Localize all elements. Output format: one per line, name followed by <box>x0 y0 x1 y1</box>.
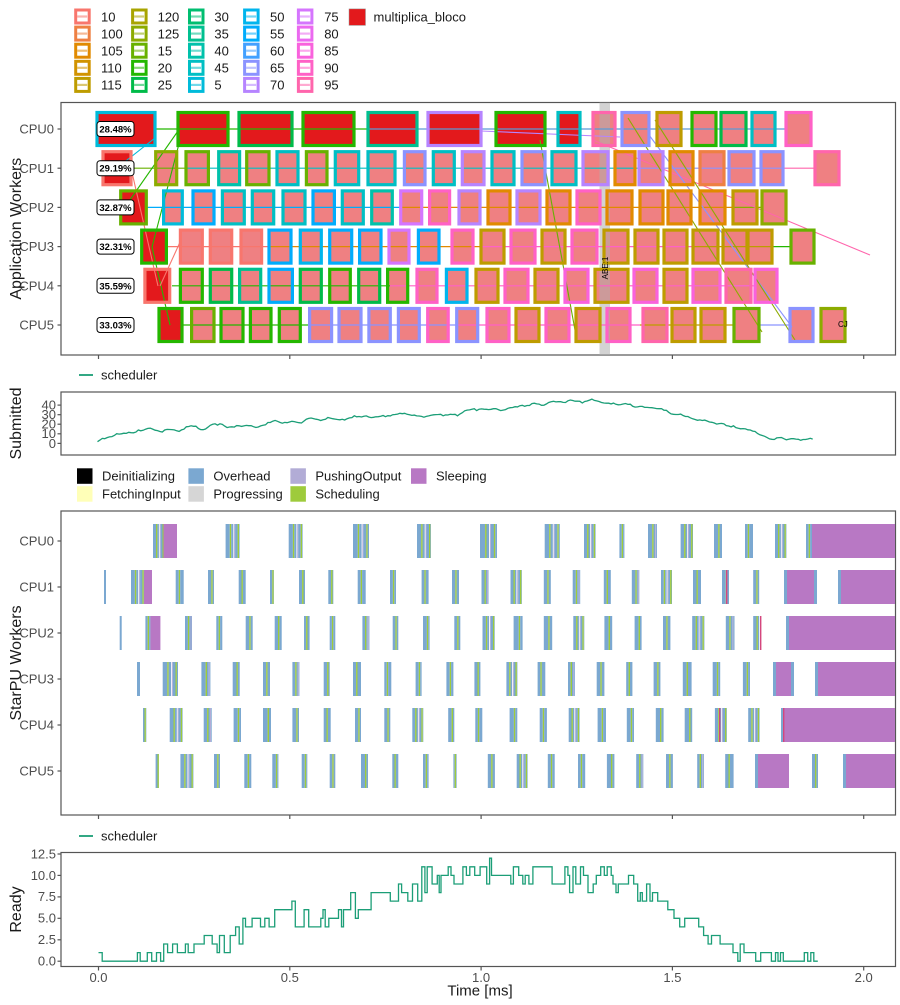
svg-text:50: 50 <box>270 9 284 24</box>
svg-text:StarPU Workers: StarPU Workers <box>8 605 25 720</box>
svg-text:29.19%: 29.19% <box>99 164 132 175</box>
svg-text:30: 30 <box>214 9 228 24</box>
svg-text:2.0: 2.0 <box>855 970 873 985</box>
svg-text:70: 70 <box>270 78 284 93</box>
svg-text:0.5: 0.5 <box>281 970 299 985</box>
svg-text:85: 85 <box>324 44 338 59</box>
svg-text:125: 125 <box>158 26 180 41</box>
svg-text:Overhead: Overhead <box>213 469 270 484</box>
svg-text:40: 40 <box>42 398 56 413</box>
svg-text:CPU5: CPU5 <box>19 764 54 779</box>
svg-text:CJ: CJ <box>838 320 848 329</box>
svg-text:Deinitializing: Deinitializing <box>102 469 175 484</box>
svg-text:35.59%: 35.59% <box>99 281 132 292</box>
svg-text:12.5: 12.5 <box>31 846 56 861</box>
svg-text:110: 110 <box>101 61 122 76</box>
svg-text:scheduler: scheduler <box>101 829 158 844</box>
svg-text:scheduler: scheduler <box>101 368 158 383</box>
svg-text:CPU5: CPU5 <box>19 318 54 333</box>
svg-text:0.0: 0.0 <box>89 970 107 985</box>
svg-text:CPU0: CPU0 <box>19 122 54 137</box>
svg-text:Time [ms]: Time [ms] <box>447 983 512 1000</box>
svg-text:80: 80 <box>324 26 338 41</box>
svg-text:10.0: 10.0 <box>31 868 56 883</box>
svg-text:Submitted: Submitted <box>8 387 25 459</box>
svg-text:65: 65 <box>270 61 284 76</box>
svg-text:45: 45 <box>214 61 228 76</box>
svg-text:32.31%: 32.31% <box>99 242 132 253</box>
svg-text:75: 75 <box>324 9 338 24</box>
svg-text:PushingOutput: PushingOutput <box>315 469 401 484</box>
svg-text:2.5: 2.5 <box>38 932 56 947</box>
svg-text:multiplica_bloco: multiplica_bloco <box>374 10 467 25</box>
svg-text:15: 15 <box>158 44 172 59</box>
svg-text:FetchingInput: FetchingInput <box>102 486 181 501</box>
svg-text:CPU1: CPU1 <box>19 580 54 595</box>
svg-text:90: 90 <box>324 61 338 76</box>
svg-text:100: 100 <box>101 26 123 41</box>
svg-text:Scheduling: Scheduling <box>315 486 379 501</box>
svg-text:95: 95 <box>324 78 338 93</box>
svg-text:120: 120 <box>158 9 180 24</box>
svg-text:115: 115 <box>101 78 122 93</box>
svg-text:0.0: 0.0 <box>38 954 56 969</box>
svg-text:10: 10 <box>101 9 115 24</box>
svg-text:Application Workers: Application Workers <box>8 158 25 300</box>
svg-text:32.87%: 32.87% <box>99 203 132 214</box>
svg-text:33.03%: 33.03% <box>99 321 132 332</box>
svg-text:5: 5 <box>214 78 221 93</box>
svg-text:25: 25 <box>158 78 172 93</box>
svg-text:CPU0: CPU0 <box>19 534 54 549</box>
svg-text:105: 105 <box>101 44 123 59</box>
svg-text:ABE:1: ABE:1 <box>601 256 610 279</box>
svg-text:35: 35 <box>214 26 228 41</box>
svg-text:7.5: 7.5 <box>38 889 56 904</box>
svg-text:Sleeping: Sleeping <box>436 469 487 484</box>
svg-text:Ready: Ready <box>8 886 25 932</box>
svg-text:55: 55 <box>270 26 284 41</box>
svg-text:Progressing: Progressing <box>213 486 282 501</box>
svg-text:60: 60 <box>270 44 284 59</box>
svg-text:5.0: 5.0 <box>38 911 56 926</box>
svg-text:20: 20 <box>158 61 172 76</box>
svg-text:1.5: 1.5 <box>663 970 681 985</box>
svg-text:40: 40 <box>214 44 228 59</box>
svg-text:28.48%: 28.48% <box>99 125 132 136</box>
